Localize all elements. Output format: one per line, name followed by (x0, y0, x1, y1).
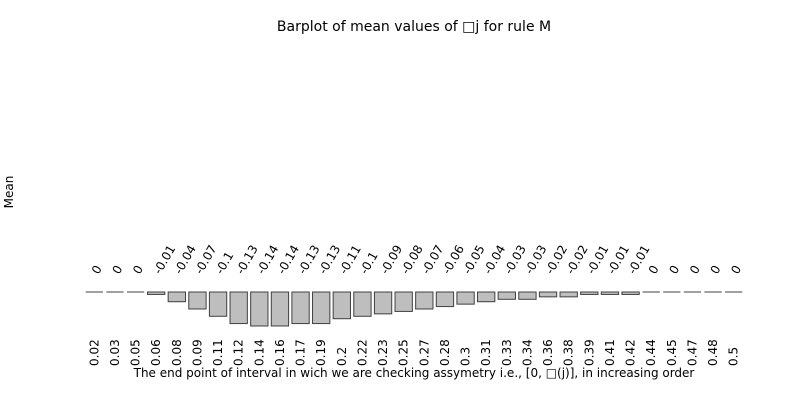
bar (477, 291, 496, 303)
data-label: 0 (666, 263, 682, 277)
x-tick-label: 0.48 (706, 339, 720, 366)
x-tick-label: 0.31 (479, 339, 493, 366)
x-tick-label: 0.28 (438, 339, 452, 366)
bar (373, 291, 393, 315)
x-tick-label: 0.42 (624, 339, 638, 366)
bar (353, 291, 372, 317)
x-tick-label: 0.16 (273, 339, 287, 366)
x-tick-label: 0.19 (314, 339, 328, 366)
bar (394, 291, 413, 312)
data-label: 0 (646, 263, 662, 277)
y-axis-label: Mean (2, 175, 16, 209)
bar (580, 291, 599, 295)
x-tick-label: 0.12 (232, 339, 246, 366)
x-tick-label: 0.39 (582, 339, 596, 366)
x-tick-label: 0.08 (170, 339, 184, 366)
x-tick-label: 0.41 (603, 339, 617, 366)
x-tick-label: 0.44 (644, 339, 658, 366)
x-tick-label: 0.34 (520, 339, 534, 366)
x-tick-label: 0.22 (355, 339, 369, 366)
x-tick-label: 0.09 (190, 339, 204, 366)
x-tick-label: 0.45 (665, 339, 679, 366)
x-tick-label: 0.3 (459, 347, 473, 366)
bar (312, 291, 331, 325)
bar (167, 291, 186, 303)
x-tick-label: 0.02 (87, 339, 101, 366)
x-axis-label: The end point of interval in wich we are… (133, 366, 695, 380)
bar (291, 291, 310, 325)
bar (497, 291, 516, 300)
data-label: 0 (728, 263, 744, 277)
x-tick-label: 0.23 (376, 339, 390, 366)
x-tick-label: 0.33 (500, 339, 514, 366)
bar (559, 291, 578, 298)
bar (600, 291, 620, 295)
bar (518, 291, 537, 300)
bar (229, 291, 248, 325)
x-tick-label: 0.2 (335, 347, 349, 366)
x-tick-label: 0.14 (252, 339, 266, 366)
bar (250, 291, 269, 327)
x-tick-label: 0.25 (397, 339, 411, 366)
data-label: 0 (89, 263, 105, 277)
bar (147, 291, 166, 295)
bar (415, 291, 434, 310)
x-tick-label: 0.47 (685, 339, 699, 366)
x-tick-label: 0.17 (294, 339, 308, 366)
bar (538, 291, 558, 298)
x-tick-label: 0.5 (727, 347, 741, 366)
x-tick-label: 0.05 (129, 339, 143, 366)
bar (188, 291, 207, 310)
data-label: 0 (708, 263, 724, 277)
chart-title: Barplot of mean values of □j for rule M (276, 19, 552, 35)
x-tick-label: 0.11 (211, 339, 225, 366)
bar (270, 291, 290, 327)
data-label: 0 (687, 263, 703, 277)
bar (332, 291, 351, 320)
x-tick-label: 0.27 (417, 339, 431, 366)
data-label: 0 (130, 263, 146, 277)
bar (435, 291, 455, 308)
bar (621, 291, 640, 295)
bar (456, 291, 475, 305)
x-tick-label: 0.03 (108, 339, 122, 366)
bar (208, 291, 228, 317)
x-tick-label: 0.36 (541, 339, 555, 366)
x-tick-label: 0.06 (149, 339, 163, 366)
data-label: 0 (109, 263, 125, 277)
x-tick-label: 0.38 (562, 339, 576, 366)
